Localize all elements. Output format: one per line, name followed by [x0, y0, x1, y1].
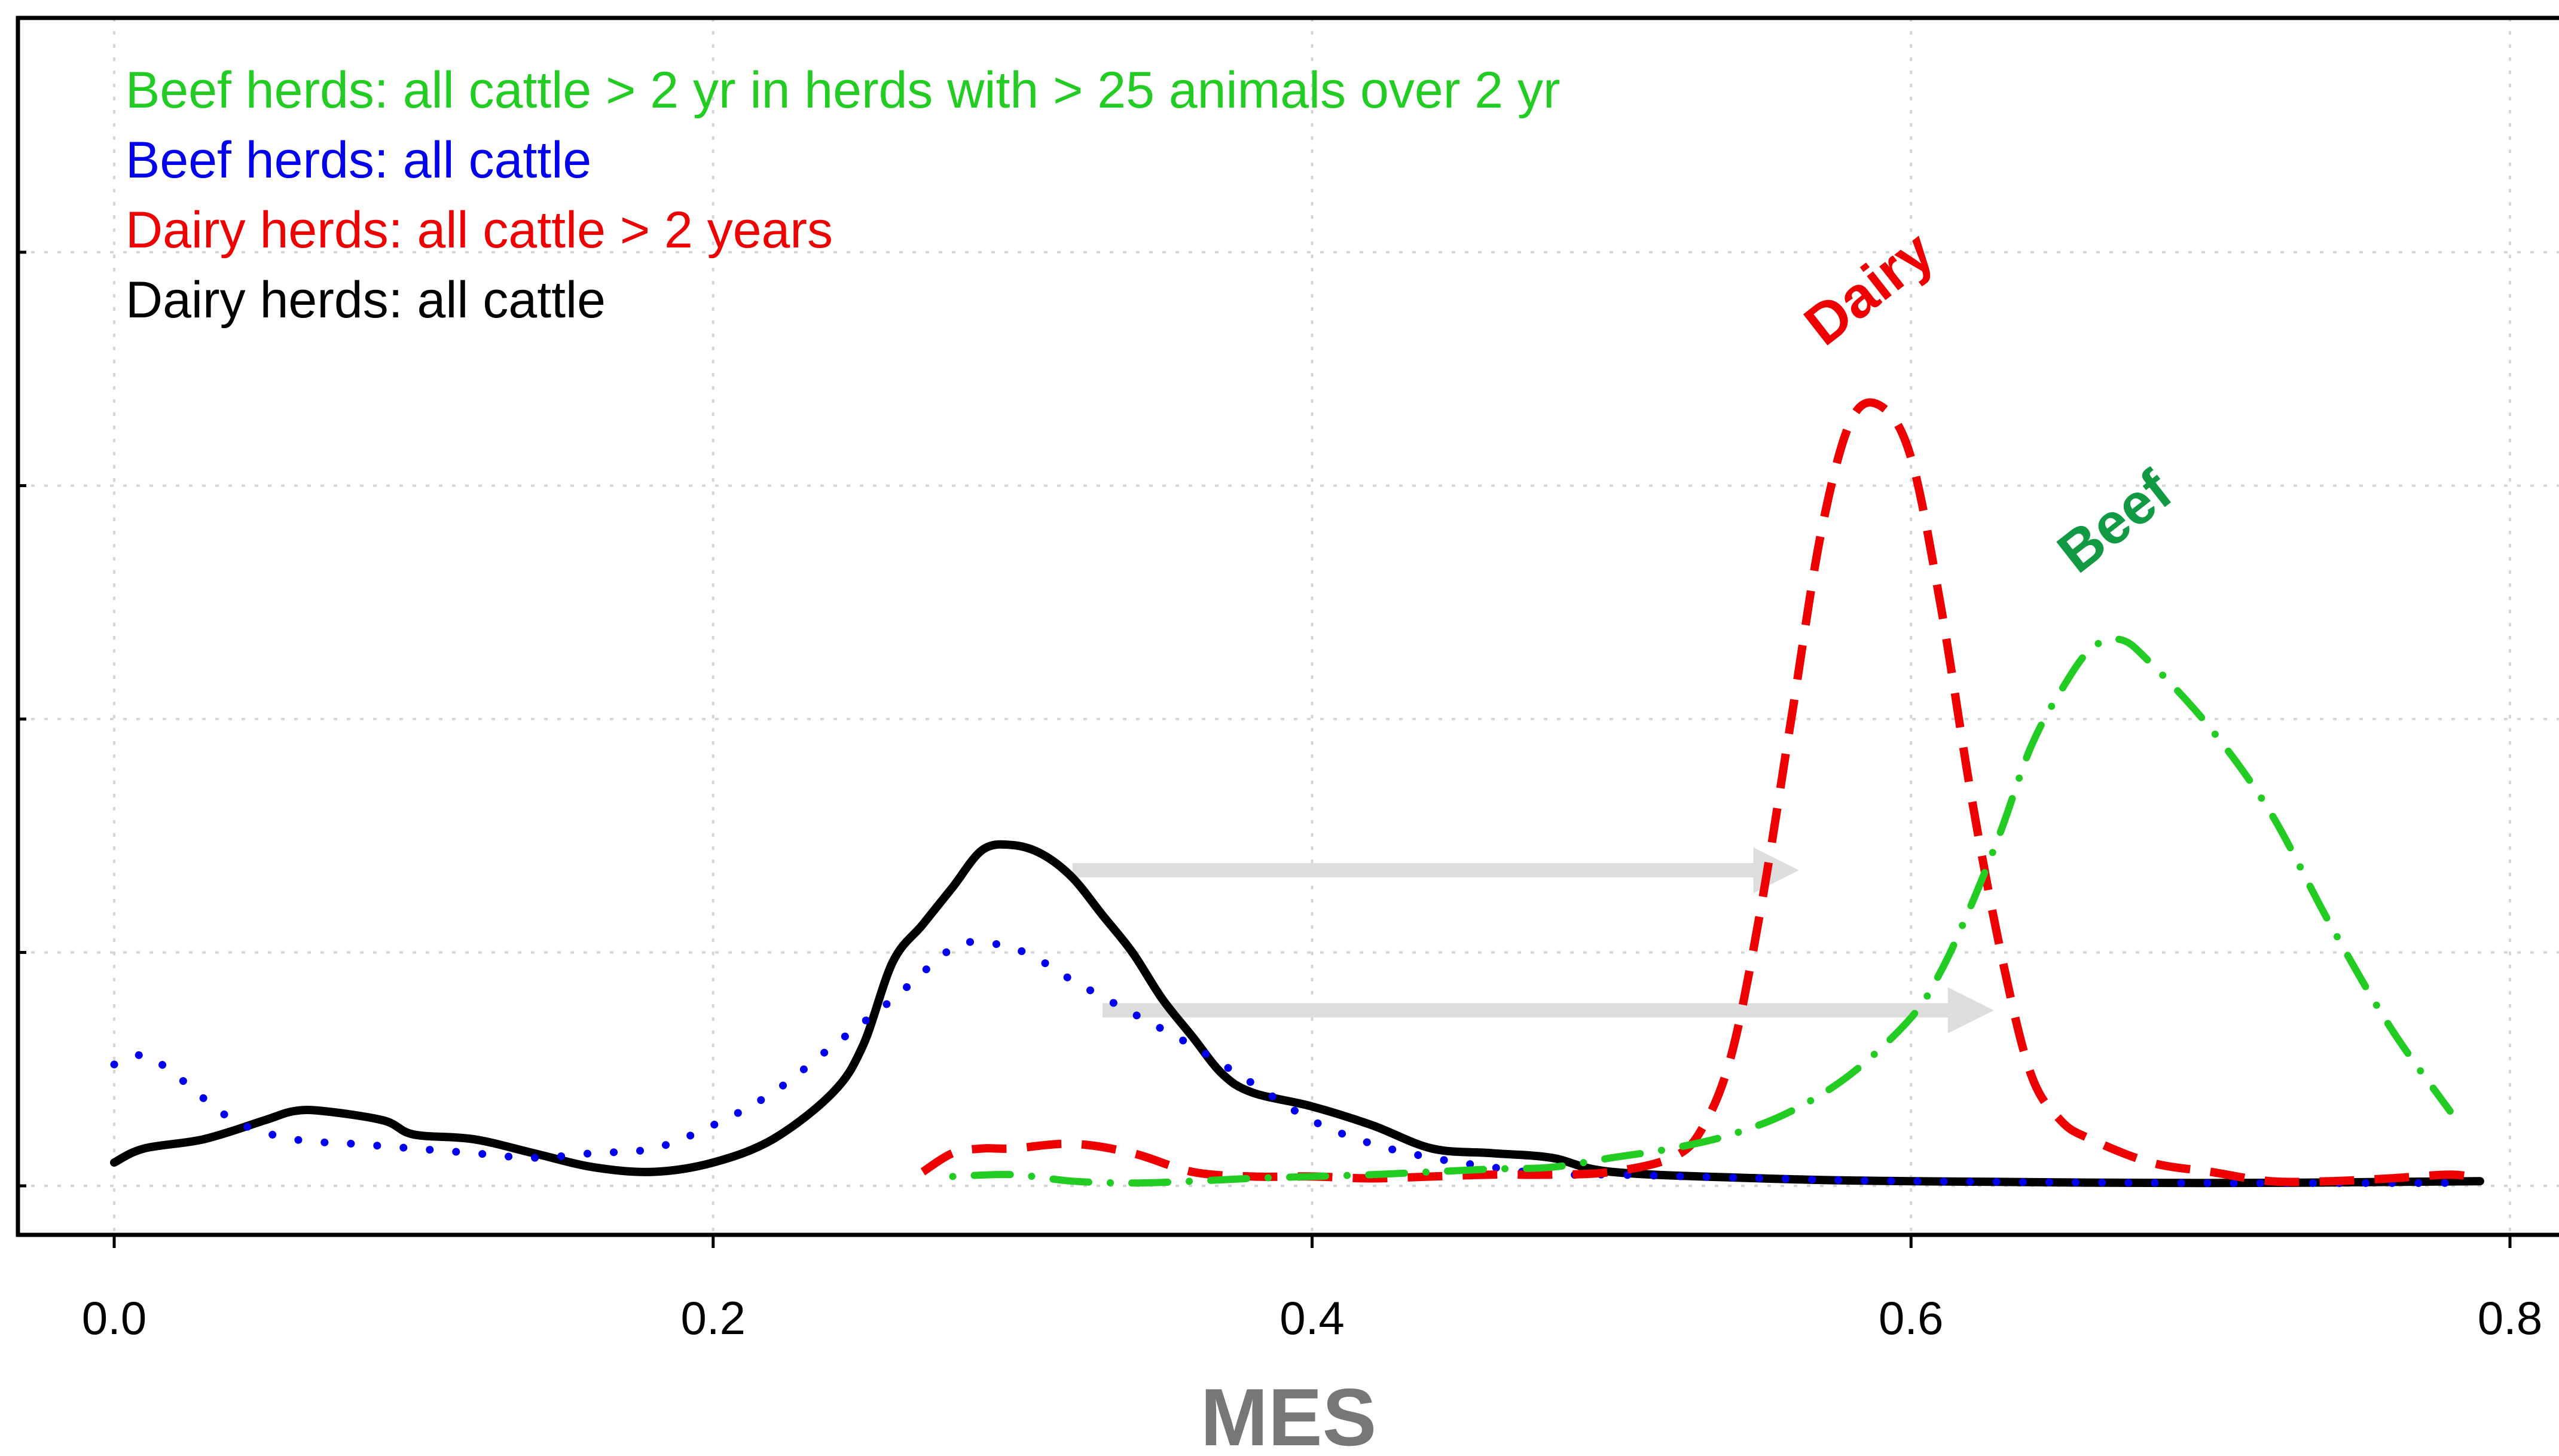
grid-lines: [18, 18, 2559, 1235]
x-tick-label: 0.0: [82, 1292, 146, 1344]
legend-entry: Beef herds: all cattle: [126, 131, 591, 189]
legend-entry: Dairy herds: all cattle: [126, 271, 606, 329]
series-line-beef-all: [110, 938, 2454, 1188]
x-axis-ticks: 0.0 0.2 0.4 0.6 0.8: [82, 1235, 2542, 1344]
legend-entry: Beef herds: all cattle > 2 yr in herds w…: [126, 62, 1561, 119]
legend-entry: Dairy herds: all cattle > 2 years: [126, 201, 833, 259]
shift-arrows: [1072, 847, 1994, 1033]
x-axis-label: MES: [1201, 1372, 1377, 1456]
plot-frame: [16, 16, 2559, 1237]
x-tick-label: 0.8: [2478, 1292, 2542, 1344]
series-lines: [110, 398, 2484, 1188]
x-tick-label: 0.2: [681, 1292, 746, 1344]
x-tick-label: 0.6: [1879, 1292, 1943, 1344]
series-line-beef-gt2: [949, 635, 2454, 1187]
x-tick-label: 0.4: [1280, 1292, 1344, 1344]
legend: Beef herds: all cattle > 2 yr in herds w…: [126, 62, 1561, 329]
